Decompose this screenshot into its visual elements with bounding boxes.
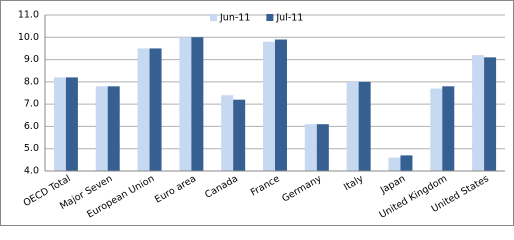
- bar: [179, 37, 192, 172]
- bar: [221, 95, 234, 171]
- bar: [95, 86, 108, 171]
- bar: [400, 155, 413, 171]
- legend-label: Jul-11: [275, 13, 303, 24]
- bar: [137, 48, 150, 171]
- bar: [472, 55, 485, 171]
- bar: [316, 124, 329, 171]
- chart-border: [0, 0, 514, 226]
- bar: [65, 77, 78, 171]
- bar: [191, 37, 204, 172]
- bar: [149, 48, 162, 171]
- legend-swatch: [266, 14, 274, 21]
- bar: [53, 77, 66, 171]
- bar: [358, 81, 371, 171]
- bar: [263, 41, 275, 171]
- y-tick-label: 6.0: [24, 121, 39, 132]
- y-tick-label: 11.0: [18, 10, 39, 21]
- bar: [442, 86, 455, 171]
- bar: [275, 39, 287, 172]
- bar: [107, 86, 120, 171]
- y-tick-label: 7.0: [24, 99, 39, 110]
- bar: [484, 57, 497, 171]
- bar: [233, 99, 246, 171]
- bar: [346, 81, 359, 171]
- bar: [430, 88, 443, 171]
- y-tick-label: 10.0: [18, 32, 39, 43]
- y-tick-label: 8.0: [24, 76, 39, 87]
- legend-swatch: [210, 14, 217, 21]
- bar: [304, 124, 317, 171]
- y-tick-label: 4.0: [24, 166, 39, 177]
- y-tick-label: 9.0: [24, 54, 39, 65]
- legend-label: Jun-11: [219, 13, 250, 24]
- y-tick-label: 5.0: [24, 143, 39, 154]
- bar: [388, 157, 401, 171]
